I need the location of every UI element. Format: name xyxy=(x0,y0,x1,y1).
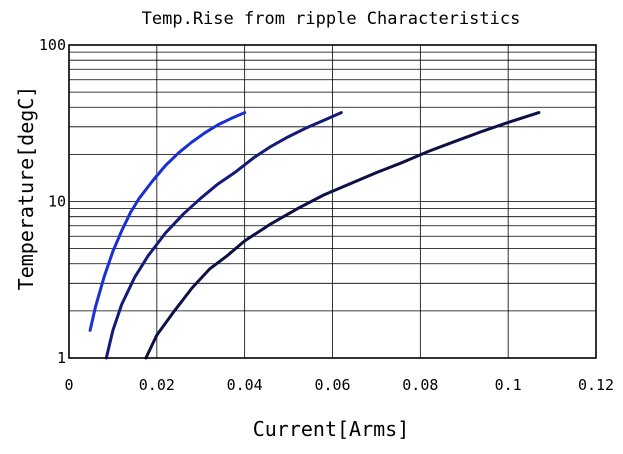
grid xyxy=(69,45,596,358)
plot-frame xyxy=(68,44,597,359)
series-line-2 xyxy=(104,111,343,360)
y-tick-label: 100 xyxy=(39,36,66,54)
x-axis-label: Current[Arms] xyxy=(253,417,410,441)
y-tick-labels: 1 10 100 xyxy=(39,36,66,367)
x-tick-label: 0.02 xyxy=(139,376,175,394)
x-tick-label: 0.08 xyxy=(402,376,438,394)
y-axis-label: Temperature[degC] xyxy=(14,86,38,291)
y-tick-label: 10 xyxy=(48,193,66,211)
chart-title: Temp.Rise from ripple Characteristics xyxy=(142,9,521,29)
x-tick-label: 0.12 xyxy=(578,376,614,394)
y-tick-label: 1 xyxy=(57,349,66,367)
x-tick-label: 0 xyxy=(64,376,73,394)
x-tick-label: 0.04 xyxy=(227,376,263,394)
series-line-1 xyxy=(88,111,247,332)
series-line-3 xyxy=(144,111,541,360)
series-group xyxy=(88,111,541,360)
x-tick-label: 0.1 xyxy=(495,376,522,394)
x-tick-label: 0.06 xyxy=(314,376,350,394)
x-tick-labels: 0 0.02 0.04 0.06 0.08 0.1 0.12 xyxy=(64,376,614,394)
